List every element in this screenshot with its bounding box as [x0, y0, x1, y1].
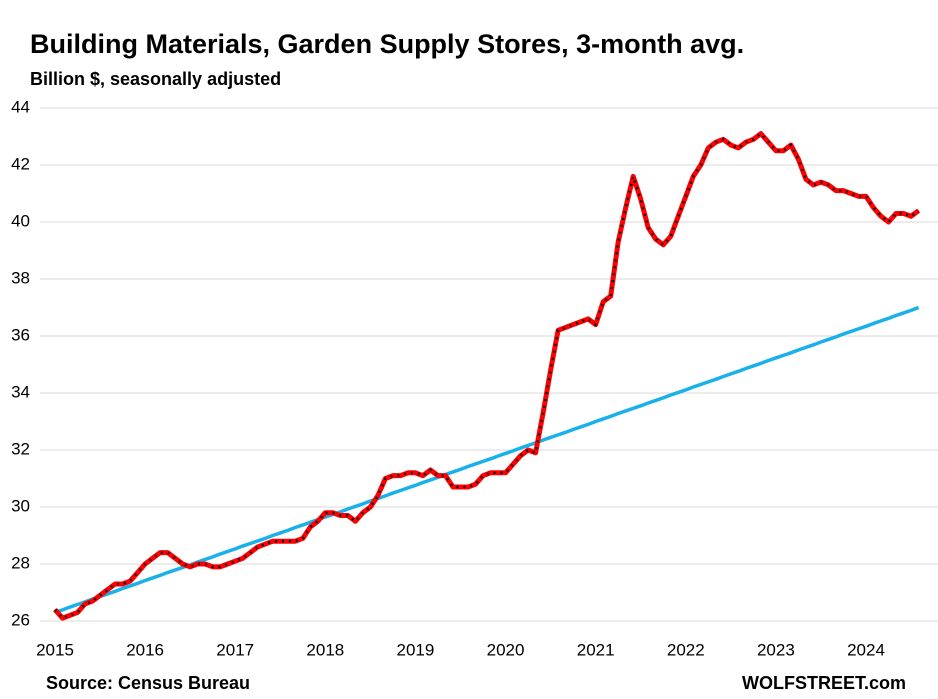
chart-title: Building Materials, Garden Supply Stores… — [30, 29, 744, 59]
y-tick-label: 26 — [11, 610, 30, 629]
y-tick-label: 42 — [11, 154, 30, 173]
brand: WOLFSTREET.com — [742, 673, 906, 693]
y-tick-label: 30 — [11, 496, 30, 515]
x-tick-label: 2023 — [757, 640, 795, 659]
data-line — [53, 131, 921, 621]
x-tick-label: 2015 — [36, 640, 74, 659]
x-tick-label: 2021 — [577, 640, 615, 659]
y-tick-label: 34 — [11, 382, 30, 401]
y-tick-label: 36 — [11, 325, 30, 344]
data-line-dots — [54, 131, 920, 620]
chart-subtitle: Billion $, seasonally adjusted — [30, 69, 281, 89]
y-tick-label: 40 — [11, 211, 30, 230]
x-tick-label: 2016 — [126, 640, 164, 659]
x-tick-label: 2024 — [847, 640, 885, 659]
x-tick-label: 2020 — [487, 640, 525, 659]
y-tick-label: 38 — [11, 268, 30, 287]
y-tick-label: 28 — [11, 553, 30, 572]
y-tick-label: 32 — [11, 439, 30, 458]
x-tick-label: 2017 — [216, 640, 254, 659]
y-tick-label: 44 — [11, 97, 30, 116]
x-tick-label: 2019 — [397, 640, 435, 659]
x-tick-label: 2022 — [667, 640, 705, 659]
source: Source: Census Bureau — [46, 673, 250, 693]
x-tick-label: 2018 — [306, 640, 344, 659]
